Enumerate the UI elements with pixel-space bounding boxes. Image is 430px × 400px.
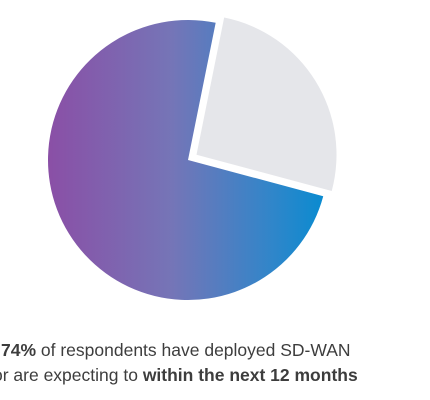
caption-percent: 74% (1, 340, 37, 360)
pie-slice-remaining (196, 17, 337, 191)
caption-line-1: 74% of respondents have deployed SD-WAN (1, 338, 430, 363)
chart-caption: 74% of respondents have deployed SD-WAN … (0, 338, 430, 388)
pie-slice-deployed (47, 19, 324, 300)
pie-chart (47, 17, 337, 300)
caption-line-2-text: or are expecting to (0, 365, 143, 385)
caption-line-2: or are expecting to within the next 12 m… (0, 363, 423, 388)
caption-line-1-text: of respondents have deployed SD-WAN (36, 340, 351, 360)
caption-timeframe: within the next 12 months (142, 365, 358, 385)
pie-slices (47, 17, 337, 300)
